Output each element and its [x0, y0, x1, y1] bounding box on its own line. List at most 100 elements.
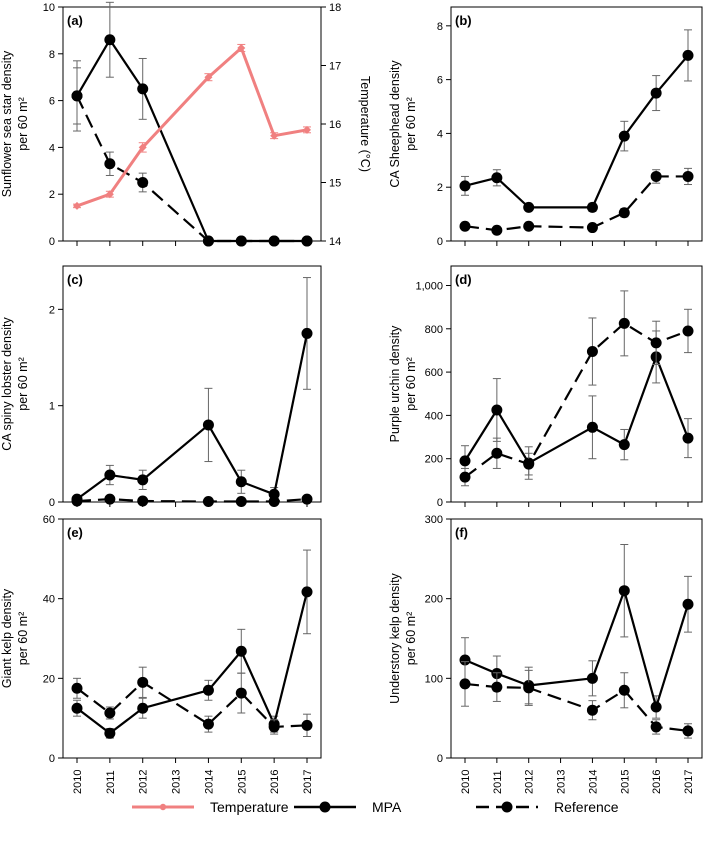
data-point: [523, 458, 535, 470]
data-point: [491, 681, 503, 693]
x-tick-label: 2013: [171, 770, 183, 794]
x-tick-label: 2016: [269, 770, 281, 794]
data-point: [618, 317, 630, 329]
y2-tick-label: 15: [329, 178, 341, 190]
legend-marker-reference: [501, 801, 513, 813]
plot-frame: [62, 518, 322, 759]
series-line: [464, 54, 689, 209]
data-point: [491, 404, 503, 416]
data-point: [301, 493, 313, 505]
series-reference: [459, 290, 694, 487]
panel-f: 0 100 200 300 2010 2011 2012 2013 2014 2015 2016 20…: [388, 514, 703, 794]
y-tick-label: 800: [425, 324, 443, 336]
data-point: [235, 687, 247, 699]
data-point: [202, 684, 214, 696]
data-point: [202, 419, 214, 431]
legend: Temperature MPA Reference: [132, 799, 619, 815]
y-axis-label: per 60 m²: [16, 612, 30, 666]
data-point: [71, 495, 83, 507]
y-tick-label: 400: [425, 410, 443, 422]
y-tick-label: 8: [437, 21, 443, 33]
data-point: [71, 702, 83, 714]
y-axis-label: CA spiny lobster density: [0, 317, 14, 451]
y-axis-label: Understory kelp density: [388, 572, 402, 703]
data-point: [137, 474, 149, 486]
y-tick-label: 0: [437, 497, 443, 509]
y-tick-label: 600: [425, 367, 443, 379]
data-point: [650, 701, 662, 713]
data-point: [104, 469, 116, 481]
data-point: [650, 170, 662, 182]
data-point: [268, 496, 280, 508]
plot-frame: [62, 265, 322, 503]
y-tick-label: 40: [43, 594, 55, 606]
data-point: [71, 682, 83, 694]
data-point: [137, 702, 149, 714]
data-point: [303, 125, 311, 134]
y-tick-label: 100: [425, 673, 443, 685]
data-point: [104, 727, 116, 739]
series-mpa: [71, 277, 313, 505]
y2-tick-label: 16: [329, 119, 341, 131]
data-point: [138, 143, 147, 152]
plot-frame: [450, 265, 703, 503]
data-point: [650, 337, 662, 349]
legend-marker-mpa: [319, 801, 331, 813]
data-point: [618, 439, 630, 451]
y-axis-label: per 60 m²: [16, 357, 30, 411]
panel-e: 0 20 40 60 2010 2011 2012 2013 2014 2015 2016 2017 G…: [0, 514, 322, 794]
data-point: [73, 201, 81, 210]
y-axis-label: Purple urchin density: [388, 325, 402, 442]
y-tick-label: 6: [49, 96, 55, 108]
data-point: [682, 170, 694, 182]
y2-tick-label: 14: [329, 236, 341, 248]
y-tick-label: 0: [49, 236, 55, 248]
data-point: [105, 190, 114, 199]
data-point: [491, 224, 503, 236]
data-point: [491, 172, 503, 184]
legend-marker-temperature: [159, 803, 167, 811]
data-point: [491, 447, 503, 459]
data-point: [235, 496, 247, 508]
legend-label-temperature: Temperature: [210, 799, 289, 815]
x-tick-label: 2017: [302, 770, 314, 794]
series-mpa: [459, 29, 694, 213]
panel-b: 0 2 4 6 8 CA Sheephead density per 60 m² (b): [388, 6, 703, 248]
series-reference: [71, 67, 313, 247]
series-mpa: [459, 330, 694, 480]
data-point: [301, 327, 313, 339]
series-reference: [71, 493, 313, 508]
data-point: [137, 83, 149, 95]
x-tick-label: 2016: [651, 770, 663, 794]
series-temperature: [73, 43, 311, 210]
y-axis-label: per 60 m²: [404, 612, 418, 666]
y-axis-label: per 60 m²: [404, 357, 418, 411]
data-point: [618, 207, 630, 219]
y-tick-label: 200: [425, 454, 443, 466]
y-tick-label: 4: [437, 128, 443, 140]
data-point: [523, 201, 535, 213]
x-tick-label: 2015: [619, 770, 631, 794]
x-tick-label: 2017: [683, 770, 695, 794]
data-point: [104, 493, 116, 505]
data-point: [459, 180, 471, 192]
x-tick-label: 2015: [236, 770, 248, 794]
series-mpa: [459, 543, 694, 719]
data-point: [235, 476, 247, 488]
y-axis-label: per 60 m²: [16, 97, 30, 151]
y-tick-label: 20: [43, 673, 55, 685]
series-reference: [459, 167, 694, 236]
y-tick-label: 6: [437, 75, 443, 87]
data-point: [301, 586, 313, 598]
x-tick-label: 2012: [138, 770, 150, 794]
y2-tick-label: 17: [329, 61, 341, 73]
x-tick-label: 2014: [587, 770, 599, 794]
x-tick-label: 2010: [460, 770, 472, 794]
panel-label: (e): [67, 525, 83, 540]
data-point: [682, 725, 694, 737]
y-axis-label: per 60 m²: [404, 97, 418, 151]
data-point: [71, 90, 83, 102]
panel-label: (a): [67, 13, 83, 28]
y-tick-label: 8: [49, 49, 55, 61]
series-reference: [459, 661, 694, 739]
